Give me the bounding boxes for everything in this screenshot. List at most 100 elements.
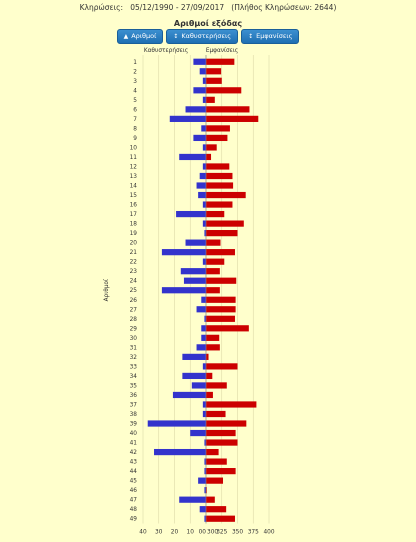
appearance-bar bbox=[206, 201, 233, 208]
category-label: 2 bbox=[133, 69, 137, 75]
category-label: 32 bbox=[130, 355, 138, 361]
delay-bar bbox=[201, 334, 206, 341]
appearance-bar bbox=[206, 315, 235, 322]
appearance-bar bbox=[206, 134, 228, 142]
appearance-bar bbox=[206, 144, 217, 151]
appearance-bar bbox=[206, 306, 236, 313]
delay-bar bbox=[204, 468, 206, 475]
category-label: 46 bbox=[130, 488, 138, 494]
appearance-bar bbox=[206, 115, 259, 122]
appearance-bar bbox=[206, 68, 222, 75]
delay-bar bbox=[176, 210, 206, 218]
appearance-bar bbox=[206, 448, 219, 456]
delay-bar bbox=[202, 144, 206, 151]
appearance-bar bbox=[206, 87, 242, 94]
category-label: 24 bbox=[130, 279, 138, 285]
y-axis-title: Αριθμοί bbox=[103, 279, 110, 301]
appearance-bar bbox=[206, 106, 250, 113]
category-label: 5 bbox=[133, 98, 137, 104]
category-label: 29 bbox=[130, 326, 138, 332]
appearance-bar bbox=[206, 125, 230, 132]
category-label: 49 bbox=[130, 517, 138, 523]
delay-bar bbox=[198, 477, 206, 484]
appearance-bar bbox=[206, 191, 246, 199]
appearance-bar bbox=[206, 325, 249, 332]
appearance-bar bbox=[206, 58, 235, 65]
delay-bar bbox=[202, 401, 206, 408]
sort-by-delay-button[interactable]: ↕ Καθυστερήσεις bbox=[166, 29, 239, 44]
category-label: 34 bbox=[130, 374, 138, 380]
category-label: 40 bbox=[130, 431, 138, 437]
appearance-bar bbox=[206, 439, 238, 446]
delay-bar bbox=[190, 429, 206, 437]
appearance-bar bbox=[206, 182, 234, 189]
delay-bar bbox=[154, 448, 206, 456]
appearance-bar bbox=[206, 163, 230, 170]
category-label: 45 bbox=[130, 479, 138, 485]
delay-bar bbox=[191, 382, 206, 389]
delay-bar bbox=[161, 287, 206, 294]
sort-by-delay-label: Καθυστερήσεις bbox=[181, 32, 232, 40]
delay-bar bbox=[185, 239, 206, 246]
appearance-bar bbox=[206, 77, 222, 84]
appearance-bar bbox=[206, 268, 220, 275]
delay-bar bbox=[201, 296, 206, 303]
delay-bar bbox=[202, 258, 206, 265]
category-label: 43 bbox=[130, 460, 138, 466]
draw-info: Κληρώσεις: 05/12/1990 - 27/09/2017 (Πλήθ… bbox=[0, 3, 416, 12]
category-label: 12 bbox=[130, 164, 138, 170]
appearance-bar bbox=[206, 239, 221, 246]
category-label: 13 bbox=[130, 174, 138, 180]
appearance-bar bbox=[206, 287, 220, 294]
appearance-axis-tick: 300 bbox=[207, 529, 218, 535]
appearance-bar bbox=[206, 382, 227, 389]
delay-bar bbox=[179, 153, 206, 161]
delay-bar bbox=[202, 220, 206, 227]
category-label: 23 bbox=[130, 269, 138, 275]
appearance-axis-tick: 375 bbox=[248, 529, 259, 535]
category-label: 44 bbox=[130, 469, 138, 475]
appearance-axis-tick: 350 bbox=[232, 529, 243, 535]
category-label: 9 bbox=[133, 136, 137, 142]
category-label: 22 bbox=[130, 260, 138, 266]
category-label: 48 bbox=[130, 507, 138, 513]
category-label: 39 bbox=[130, 422, 138, 428]
delay-bar bbox=[204, 439, 206, 446]
delay-bar bbox=[202, 410, 206, 418]
delay-axis-tick: 20 bbox=[171, 529, 179, 535]
delay-bar bbox=[193, 87, 206, 94]
category-label: 26 bbox=[130, 298, 138, 304]
delay-bar bbox=[196, 306, 206, 313]
delay-axis-tick: 30 bbox=[155, 529, 163, 535]
appearance-bar bbox=[206, 363, 238, 370]
appearance-bar bbox=[206, 153, 212, 161]
delay-bar bbox=[196, 182, 206, 189]
sort-by-appearances-label: Εμφανίσεις bbox=[256, 32, 293, 40]
appearance-bar bbox=[206, 458, 227, 465]
appearance-bar bbox=[206, 506, 227, 513]
delay-bar bbox=[161, 249, 206, 256]
delay-bar bbox=[185, 106, 206, 113]
appearance-bar bbox=[206, 210, 225, 218]
appearance-bar bbox=[206, 334, 220, 341]
category-label: 3 bbox=[133, 79, 137, 85]
category-label: 17 bbox=[130, 212, 138, 218]
appearance-bar bbox=[206, 515, 235, 522]
category-label: 6 bbox=[133, 107, 137, 113]
category-label: 30 bbox=[130, 336, 138, 342]
appearance-bar bbox=[206, 468, 236, 475]
delay-bar bbox=[202, 363, 206, 370]
sort-by-appearances-button[interactable]: ↕ Εμφανίσεις bbox=[241, 29, 300, 44]
delay-bar bbox=[204, 515, 206, 522]
delay-bar bbox=[182, 353, 206, 360]
category-label: 42 bbox=[130, 450, 138, 456]
delay-bar bbox=[202, 163, 206, 170]
delay-bar bbox=[199, 68, 206, 75]
delay-bar bbox=[193, 58, 206, 65]
appearance-bar bbox=[206, 296, 236, 303]
delay-bar bbox=[202, 77, 206, 84]
sort-by-number-button[interactable]: ▲ Αριθμοί bbox=[116, 29, 164, 44]
category-label: 16 bbox=[130, 203, 138, 209]
sort-by-number-label: Αριθμοί bbox=[131, 32, 157, 40]
date-range: 05/12/1990 - 27/09/2017 bbox=[130, 3, 225, 12]
